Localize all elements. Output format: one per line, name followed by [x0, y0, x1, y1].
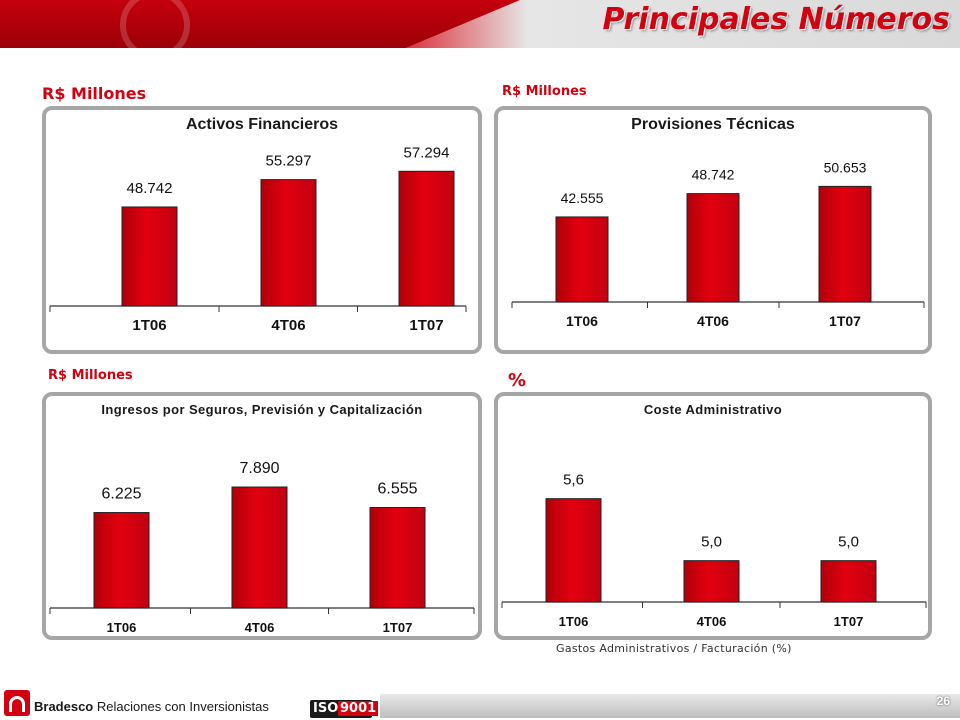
bar-1t06: [545, 498, 602, 603]
page-number: 26: [936, 694, 950, 708]
unit-label-ingresos: R$ Millones: [48, 368, 133, 383]
data-label: 5,0: [838, 534, 859, 551]
bar-4t06: [686, 193, 740, 303]
iso-label: ISO: [313, 701, 339, 716]
chart-caption: Gastos Administrativos / Facturación (%): [556, 642, 792, 655]
x-tick-label: 4T06: [245, 620, 275, 635]
bar-1t06: [121, 206, 178, 307]
unit-label-coste: %: [508, 370, 527, 391]
footer-brand: Bradesco Relaciones con Inversionistas: [34, 699, 269, 714]
data-label: 48.742: [127, 180, 173, 197]
chart-panel-provisiones-tecnicas: Provisiones Técnicas 42.555 1T06 48.742 4T0…: [494, 106, 932, 354]
bar-1t07: [818, 185, 872, 303]
data-label: 5,6: [563, 472, 584, 489]
data-label: 48.742: [692, 167, 735, 183]
bar-4t06: [231, 486, 288, 609]
bar-4t06: [683, 560, 740, 603]
header-swoosh: [0, 0, 520, 48]
bradesco-logo-icon: [4, 690, 30, 716]
iso-badge: ISO 9001: [310, 700, 379, 718]
page-title: Principales Números: [602, 2, 950, 37]
data-label: 55.297: [266, 153, 312, 170]
chart-panel-activos-financieros: Activos Financieros 48.742 1T06 55.297 4T06…: [42, 106, 482, 354]
x-tick-label: 1T06: [107, 620, 137, 635]
data-label: 7.890: [239, 460, 279, 477]
bar-chart-ingresos: 6.225 1T06 7.890 4T06 6.555 1T07: [49, 460, 475, 635]
x-tick-label: 1T07: [834, 614, 864, 629]
header-bar: Principales Números: [0, 0, 960, 60]
bar-4t06: [260, 179, 317, 307]
footer-bar: [380, 694, 960, 718]
chart-title: Coste Administrativo: [643, 402, 783, 417]
x-tick-label: 1T07: [383, 620, 413, 635]
footer-brand-text: Relaciones con Inversionistas: [96, 699, 269, 714]
bar-1t07: [369, 506, 426, 609]
x-tick-label: 4T06: [697, 614, 727, 629]
header-watermark-logo: [120, 0, 190, 60]
x-tick-label: 1T06: [566, 313, 598, 329]
chart-panel-ingresos: Ingresos por Seguros, Previsión y Capita…: [42, 392, 482, 640]
bar-chart-activos-financieros: 48.742 1T06 55.297 4T06 57.294 1T07: [49, 144, 467, 334]
x-tick-label: 1T07: [829, 313, 861, 329]
x-tick-label: 4T06: [271, 317, 305, 334]
chart-title: Ingresos por Seguros, Previsión y Capita…: [101, 402, 423, 417]
x-tick-label: 1T07: [409, 317, 443, 334]
chart-panel-coste-administrativo: Coste Administrativo 5,6 1T06 5,0 4T06 5,0 1T…: [494, 392, 932, 640]
unit-label-activos: R$ Millones: [42, 84, 147, 103]
data-label: 42.555: [561, 190, 604, 206]
bar-chart-provisiones-tecnicas: 42.555 1T06 48.742 4T06 50.653 1T07: [511, 159, 925, 329]
x-tick-label: 1T06: [132, 317, 166, 334]
data-label: 57.294: [404, 144, 450, 161]
bar-1t07: [398, 170, 455, 307]
iso-number: 9001: [338, 701, 379, 716]
bar-1t06: [555, 216, 609, 303]
data-label: 6.555: [377, 480, 417, 497]
data-label: 50.653: [824, 159, 867, 175]
data-label: 6.225: [101, 486, 141, 503]
chart-title: Activos Financieros: [185, 116, 339, 133]
footer: Bradesco Relaciones con Inversionistas I…: [0, 688, 960, 720]
bar-1t06: [93, 512, 150, 609]
bar-chart-coste-administrativo: 5,6 1T06 5,0 4T06 5,0 1T07: [501, 472, 927, 629]
chart-title: Provisiones Técnicas: [631, 116, 795, 133]
data-label: 5,0: [701, 534, 722, 551]
bar-1t07: [820, 560, 877, 603]
x-tick-label: 1T06: [559, 614, 589, 629]
footer-brand-name: Bradesco: [34, 699, 94, 714]
unit-label-provisiones: R$ Millones: [502, 84, 587, 99]
x-tick-label: 4T06: [697, 313, 729, 329]
